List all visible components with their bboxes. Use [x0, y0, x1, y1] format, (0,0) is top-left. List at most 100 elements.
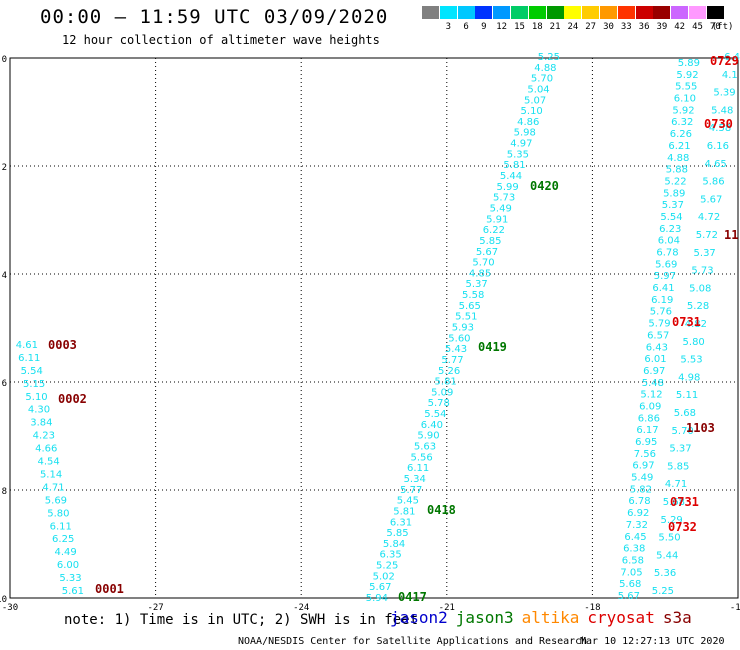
wave-height-label: 7.56: [634, 449, 656, 460]
lat-tick-label: 0: [2, 55, 7, 65]
color-scale-label: 24: [567, 22, 579, 32]
wave-height-label: 5.53: [680, 355, 702, 366]
wave-height-label: 6.38: [623, 544, 645, 555]
wave-height-label: 6.45: [624, 532, 646, 543]
wave-height-label: 7.32: [626, 520, 648, 531]
wave-height-label: 6.86: [638, 413, 660, 424]
wave-height-label: 4.86: [517, 117, 539, 128]
color-swatch: [582, 6, 600, 19]
wave-height-label: 6.01: [644, 354, 666, 365]
wave-height-label: 5.67: [476, 247, 498, 258]
wave-height-label: 5.68: [619, 579, 641, 590]
wave-height-label: 4.66: [35, 444, 57, 455]
credit-text: NOAA/NESDIS Center for Satellite Applica…: [238, 636, 588, 647]
wave-height-label: 6.10: [674, 94, 696, 105]
wave-height-label: 5.92: [672, 105, 694, 116]
wave-height-label: 5.49: [631, 473, 653, 484]
wave-height-label: 5.94: [366, 593, 388, 604]
color-swatch: [475, 6, 493, 19]
color-swatch: [493, 6, 511, 19]
wave-height-label: 5.37: [694, 248, 716, 259]
satellite-legend-altika: altika: [521, 608, 580, 627]
color-scale-label: 15: [514, 22, 525, 32]
wave-height-label: 5.04: [527, 84, 549, 95]
wave-height-label: 5.33: [59, 573, 81, 584]
wave-height-label: 5.08: [689, 283, 711, 294]
satellite-legend-jason2: jason2: [390, 608, 448, 627]
satellite-legend: jason2 jason3 altika cryosat s3a: [390, 608, 700, 627]
wave-height-label: 4.58: [709, 123, 731, 134]
lat-tick-label: -8: [0, 487, 7, 497]
wave-height-label: 4.82: [685, 319, 707, 330]
pass-time-label: 0731: [670, 495, 699, 509]
wave-height-label: 5.50: [658, 533, 680, 544]
color-swatch: [706, 6, 724, 19]
wave-height-label: 5.79: [648, 319, 670, 330]
wave-height-label: 5.80: [683, 337, 705, 348]
wave-height-label: 5.07: [524, 95, 546, 106]
wave-height-label: 5.54: [21, 366, 43, 377]
wave-height-label: 6.25: [52, 534, 74, 545]
wave-height-label: 5.91: [486, 214, 508, 225]
wave-height-label: 5.63: [414, 442, 436, 453]
wave-height-label: 5.68: [674, 408, 696, 419]
color-swatch: [457, 6, 475, 19]
wave-height-label: 5.65: [459, 301, 481, 312]
satellite-legend-s3a: s3a: [662, 608, 692, 627]
map-frame: [9, 57, 739, 599]
color-swatch: [653, 6, 671, 19]
pass-time-label: 0002: [58, 392, 87, 406]
color-swatch: [600, 6, 617, 19]
wave-height-label: 5.11: [676, 390, 698, 401]
color-scale-label: 18: [531, 22, 543, 32]
wave-height-label: 4.88: [534, 63, 556, 74]
wave-height-label: 5.54: [660, 212, 682, 223]
wave-height-label: 6.17: [636, 425, 658, 436]
color-scale-label: 42: [674, 22, 686, 32]
wave-height-label: 6.21: [668, 141, 690, 152]
wave-height-label: 6.00: [57, 560, 79, 571]
wave-height-label: 4.1: [722, 70, 738, 81]
wave-height-label: 6.11: [407, 463, 429, 474]
lon-tick-label: -21: [439, 603, 455, 613]
pass-time-label: 0731: [672, 315, 701, 329]
wave-height-label: 5.99: [496, 182, 518, 193]
wave-height-label: 6.97: [632, 461, 654, 472]
wave-height-label: 5.81: [435, 377, 457, 388]
wave-height-label: 5.85: [667, 461, 689, 472]
wave-height-label: 5.73: [691, 266, 713, 277]
wave-height-label: 6.16: [707, 141, 729, 152]
wave-height-label: 5.72: [696, 230, 718, 241]
pass-time-label: 0417: [398, 590, 427, 604]
wave-height-label: 5.89: [678, 58, 700, 69]
wave-height-label: 4.61: [16, 340, 38, 351]
wave-height-label: 5.67: [618, 591, 640, 602]
wave-height-label: 5.77: [400, 485, 422, 496]
wave-height-label: 5.28: [687, 301, 709, 312]
wave-height-label: 5.26: [438, 366, 460, 377]
wave-height-label: 5.12: [640, 390, 662, 401]
pass-time-label: 1103: [686, 421, 715, 435]
wave-height-label: 6.95: [635, 437, 657, 448]
wave-height-label: 5.92: [676, 70, 698, 81]
color-scale-label: 6: [463, 22, 469, 32]
wave-height-label: 5.56: [410, 452, 432, 463]
wave-height-label: 5.44: [500, 171, 522, 182]
wave-height-label: 6.40: [421, 420, 443, 431]
wave-height-label: 6.97: [643, 366, 665, 377]
wave-height-label: 6.78: [656, 248, 678, 259]
wave-height-label: 5.60: [448, 333, 470, 344]
wave-height-label: 5.25: [538, 52, 560, 63]
wave-height-label: 6.26: [670, 129, 692, 140]
wave-height-label: 5.43: [445, 344, 467, 355]
wave-height-label: 5.88: [666, 165, 688, 176]
wave-height-label: 5.85: [386, 528, 408, 539]
color-scale-label: 9: [481, 22, 487, 32]
wave-height-label: 5.39: [713, 88, 735, 99]
pass-time-label: 0732: [668, 520, 697, 534]
satellite-legend-jason3: jason3: [455, 608, 514, 627]
wave-height-label: 5.51: [455, 312, 477, 323]
wave-height-label: 6.09: [639, 401, 661, 412]
wave-height-label: 5.14: [40, 469, 62, 480]
